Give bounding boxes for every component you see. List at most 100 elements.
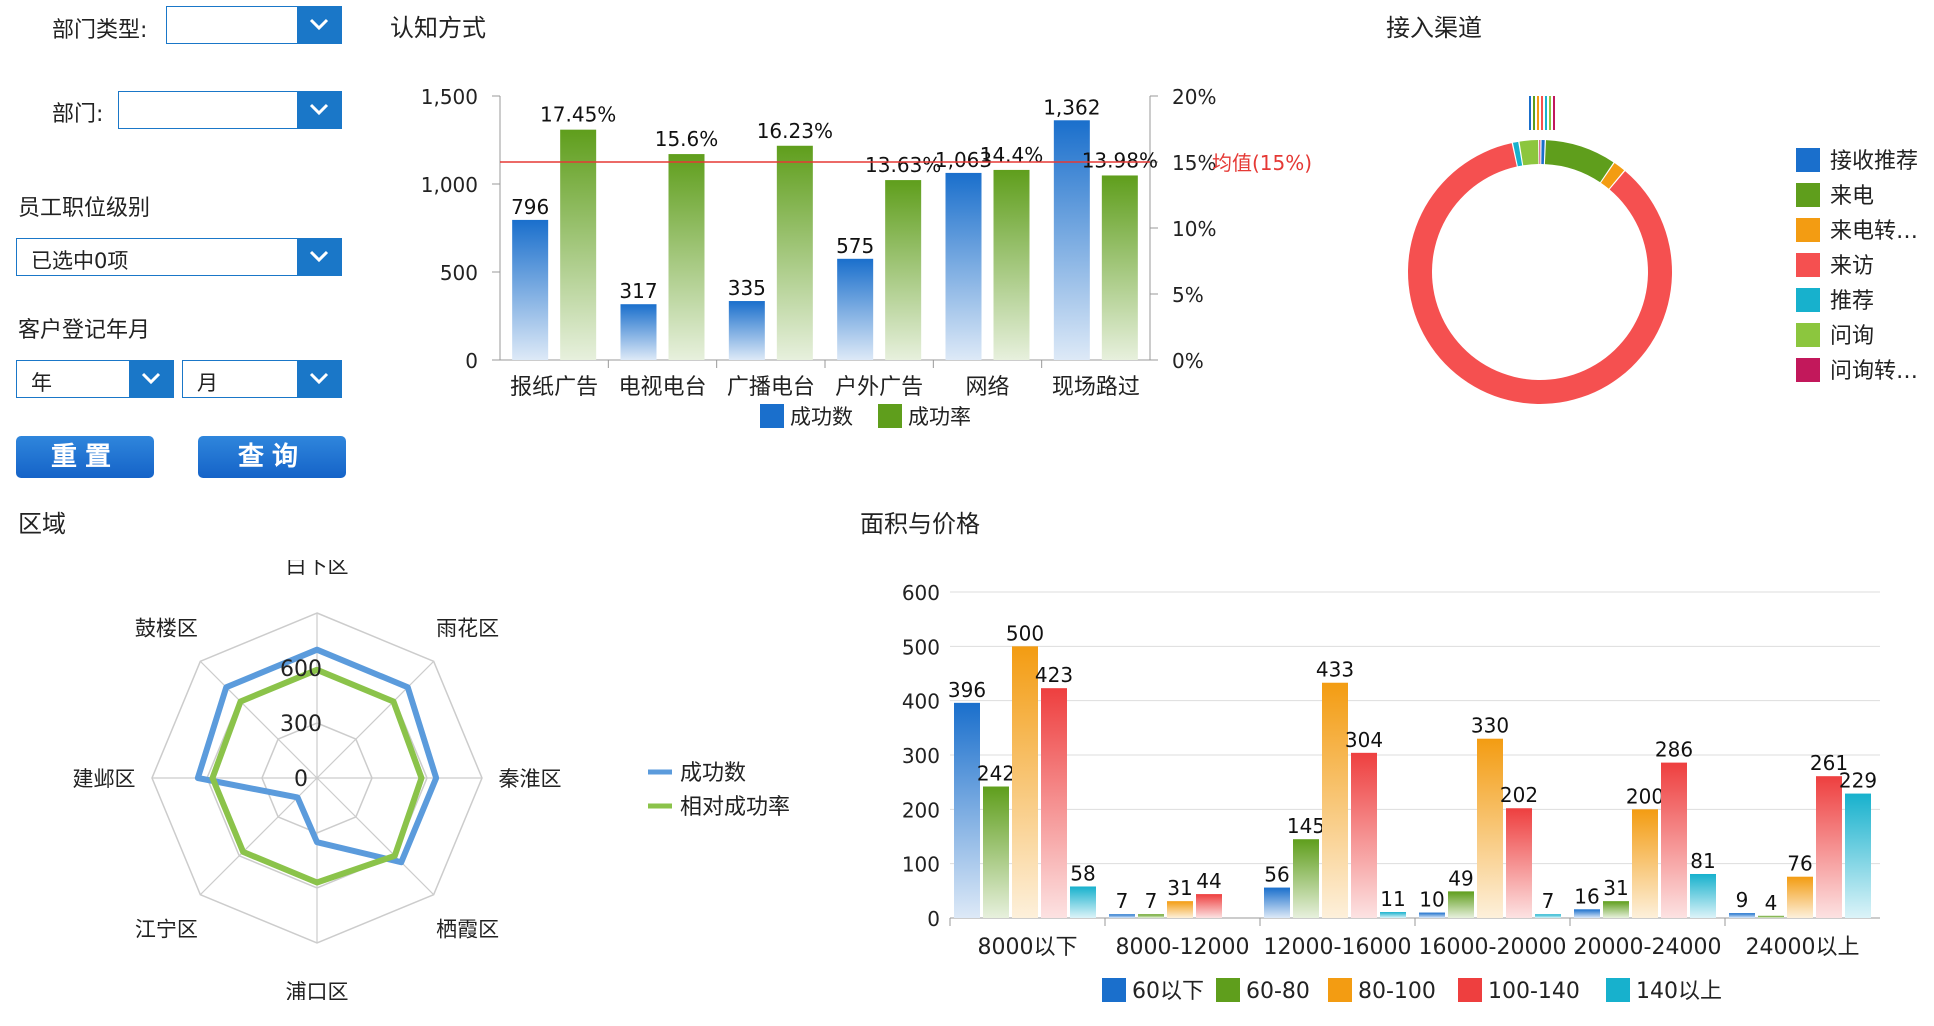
- data-label: 44: [1196, 869, 1221, 893]
- bar: [1196, 894, 1222, 918]
- chevron-down-icon[interactable]: [297, 7, 341, 43]
- data-label: 16.23%: [757, 119, 833, 143]
- data-label: 796: [511, 195, 549, 219]
- bar: [1138, 914, 1164, 918]
- data-label: 17.45%: [540, 103, 616, 127]
- legend-swatch: [1796, 253, 1820, 277]
- pie-slice: [1539, 140, 1541, 165]
- legend-label: 问询转…: [1830, 359, 1918, 384]
- data-label: 56: [1264, 863, 1289, 887]
- bar: [512, 219, 549, 360]
- data-label: 229: [1839, 769, 1877, 793]
- pie-slice: [1519, 140, 1539, 166]
- data-label: 7: [1145, 889, 1158, 913]
- y-tick-label: 100: [902, 853, 940, 877]
- bar: [837, 258, 874, 360]
- chevron-down-icon[interactable]: [297, 361, 341, 397]
- data-label: 330: [1471, 714, 1509, 738]
- x-tick-label: 网络: [965, 375, 1009, 400]
- data-label: 13.98%: [1082, 148, 1158, 172]
- legend-label: 80-100: [1358, 979, 1436, 1004]
- bar: [1758, 915, 1784, 918]
- bar: [1477, 738, 1503, 918]
- data-label: 31: [1167, 876, 1192, 900]
- bar: [1506, 808, 1532, 918]
- dept-select[interactable]: [118, 91, 342, 129]
- legend-swatch: [1796, 148, 1820, 172]
- chevron-down-icon[interactable]: [297, 239, 341, 275]
- month-select[interactable]: 月: [182, 360, 342, 398]
- data-label: 286: [1655, 738, 1693, 762]
- legend-swatch: [1796, 218, 1820, 242]
- radar-axis-label: 秦淮区: [499, 767, 562, 791]
- year-value: 年: [31, 371, 52, 395]
- bar: [668, 154, 705, 360]
- radar-spoke: [199, 660, 318, 779]
- x-tick-label: 现场路过: [1052, 375, 1140, 400]
- data-label: 4: [1765, 891, 1778, 915]
- bar: [993, 169, 1030, 360]
- legend-swatch: [760, 404, 784, 428]
- data-label: 317: [619, 279, 657, 303]
- bar: [1535, 914, 1561, 918]
- bar: [776, 145, 813, 360]
- chevron-down-icon[interactable]: [129, 361, 173, 397]
- radar-series-line: [194, 646, 440, 866]
- bar: [885, 180, 922, 360]
- y2-tick-label: 10%: [1172, 217, 1216, 241]
- legend-swatch: [878, 404, 902, 428]
- data-label: 16: [1574, 884, 1599, 908]
- data-label: 1,063: [935, 148, 992, 172]
- cognition-chart: 1,500 1,000 500 0 20% 15% 10% 5% 0% 796 17.45% 报纸广告…: [421, 85, 1312, 429]
- chevron-down-icon[interactable]: [297, 92, 341, 128]
- data-label: 9: [1736, 888, 1749, 912]
- query-button[interactable]: 查询: [198, 436, 346, 478]
- radar-axis-label: 雨花区: [436, 616, 499, 640]
- y2-tick-label: 5%: [1172, 283, 1204, 307]
- legend-label: 问询: [1830, 324, 1874, 349]
- y-tick-label: 1,000: [421, 173, 478, 197]
- level-value: 已选中0项: [31, 249, 129, 273]
- level-select[interactable]: 已选中0项: [16, 238, 342, 276]
- legend-swatch: [1102, 978, 1126, 1002]
- reset-button[interactable]: 重置: [16, 436, 154, 478]
- x-tick-label: 20000-24000: [1574, 935, 1722, 960]
- radar-axis-label: 鼓楼区: [135, 616, 198, 640]
- radar-tick-label: 600: [280, 657, 322, 682]
- bar: [954, 702, 980, 918]
- x-tick-label: 户外广告: [835, 375, 923, 400]
- bar: [1041, 688, 1067, 918]
- y2-tick-label: 0%: [1172, 349, 1204, 373]
- data-label: 145: [1287, 814, 1325, 838]
- x-tick-label: 12000-16000: [1264, 935, 1412, 960]
- radar-axis-label: 栖霞区: [436, 918, 499, 942]
- bar: [1845, 793, 1871, 918]
- data-label: 81: [1690, 849, 1715, 873]
- data-label: 10: [1419, 888, 1444, 912]
- month-value: 月: [197, 371, 218, 395]
- data-label: 31: [1603, 876, 1628, 900]
- legend-label: 来访: [1830, 254, 1874, 279]
- bar: [1448, 891, 1474, 918]
- legend-label: 140以上: [1636, 979, 1722, 1004]
- x-tick-label: 8000-12000: [1116, 935, 1250, 960]
- legend-label: 60-80: [1246, 979, 1310, 1004]
- year-select[interactable]: 年: [16, 360, 174, 398]
- y-tick-label: 500: [902, 635, 940, 659]
- data-label: 58: [1070, 861, 1095, 885]
- legend-swatch: [1458, 978, 1482, 1002]
- legend-swatch: [1328, 978, 1352, 1002]
- region-title: 区域: [18, 510, 66, 538]
- channel-title: 接入渠道: [1386, 14, 1482, 42]
- data-label: 7: [1542, 889, 1555, 913]
- dept-type-select[interactable]: [166, 6, 342, 44]
- legend-label: 来电: [1830, 184, 1874, 209]
- data-label: 202: [1500, 783, 1538, 807]
- bar: [1351, 752, 1377, 918]
- y-tick-label: 1,500: [421, 85, 478, 109]
- bar: [1264, 887, 1290, 918]
- bar: [560, 129, 597, 360]
- bar: [1661, 762, 1687, 918]
- data-label: 14.4%: [980, 143, 1044, 167]
